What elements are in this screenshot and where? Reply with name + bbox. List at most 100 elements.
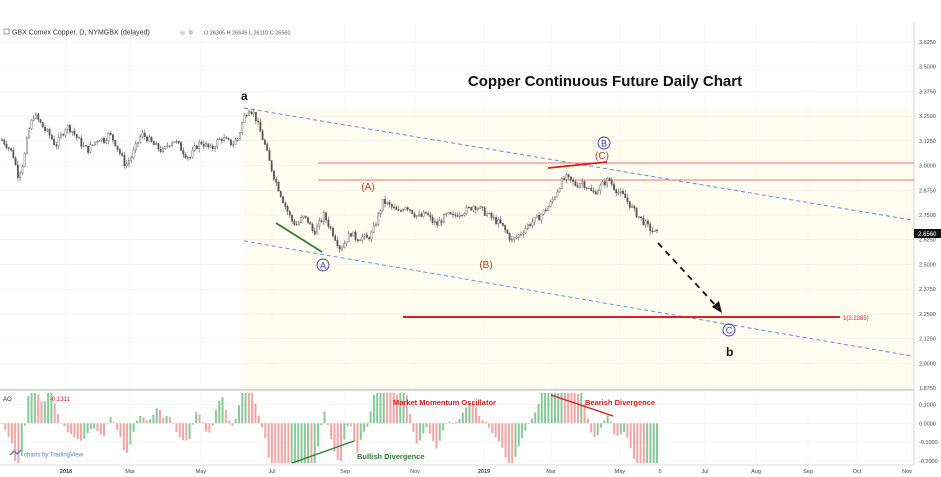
eye-icon[interactable]: ◎: [180, 31, 185, 37]
candle-body: [470, 207, 473, 211]
ao-bar: [254, 403, 257, 424]
candle-body: [456, 215, 459, 217]
ao-bar: [600, 423, 603, 428]
ao-bar: [20, 423, 23, 456]
candle-body: [87, 145, 90, 153]
candle-body: [567, 174, 570, 177]
projection-zone: [244, 108, 914, 390]
ao-bar: [300, 423, 303, 463]
wave-A-circle-label: A: [320, 261, 326, 271]
settings-icon[interactable]: ⚙: [188, 30, 193, 37]
ao-bar: [567, 393, 570, 424]
candle-body: [547, 206, 550, 211]
candle-body: [624, 193, 627, 199]
ao-bar: [488, 423, 491, 428]
ao-bar: [425, 423, 428, 428]
ao-bar: [241, 393, 244, 424]
time-tick-label: 2019: [478, 469, 490, 475]
ao-bar: [623, 423, 626, 433]
ao-bar: [458, 419, 461, 424]
bearish-divergence-label: Bearish Divergence: [585, 398, 655, 407]
ao-bar: [419, 423, 422, 441]
candle-body: [78, 137, 80, 139]
candle-body: [545, 209, 547, 211]
candle-body: [64, 129, 67, 136]
candle-body: [82, 145, 85, 147]
candle-body: [365, 234, 368, 238]
candle-body: [320, 220, 323, 222]
ao-bar: [649, 423, 652, 463]
ao-bar: [178, 423, 181, 438]
candle-body: [243, 115, 246, 123]
ao-bar: [405, 395, 408, 424]
symbol-icon[interactable]: [3, 28, 10, 35]
candle-body: [399, 210, 402, 212]
candle-body: [21, 166, 24, 174]
candle-body: [41, 122, 44, 128]
ao-bar: [412, 423, 415, 432]
ao-bar: [428, 423, 431, 434]
osc-tick-label: -0.2000: [919, 459, 938, 465]
ao-bar: [47, 393, 50, 424]
candle-body: [44, 126, 46, 131]
candle-body: [551, 198, 554, 202]
candle-body: [526, 224, 529, 229]
candle-body: [309, 222, 312, 225]
ao-bar: [435, 423, 438, 449]
candle-body: [352, 231, 355, 237]
symbol-title[interactable]: GBX Comex Copper, D, NYMGBX (delayed): [12, 30, 150, 37]
candle-body: [388, 202, 391, 205]
candle-body: [653, 229, 656, 232]
candle-body: [234, 139, 237, 145]
time-tick-label: Aug: [751, 469, 761, 475]
candle-body: [266, 144, 269, 151]
candle-body: [304, 215, 307, 218]
candle-body: [628, 201, 631, 208]
time-axis[interactable]: 2018 Mar May Jul Sep Nov 2019 Mar May 5 Jul Aug Sep O…: [60, 469, 912, 475]
ao-bar: [53, 403, 56, 424]
price-tick-label: 3.0000: [919, 164, 936, 170]
ao-bar: [547, 393, 550, 424]
candle-body: [3, 139, 6, 145]
candle-body: [440, 220, 443, 223]
candle-body: [248, 111, 250, 116]
candle-body: [579, 183, 581, 188]
candle-body: [171, 142, 173, 146]
price-tick-label: 2.8750: [919, 188, 936, 194]
price-axis[interactable]: 3.6250 3.5000 3.3750 3.2500 3.1250 3.0000 2.87…: [919, 40, 936, 392]
ao-bar: [83, 423, 86, 439]
candle-body: [300, 217, 303, 223]
ao-bar: [63, 423, 66, 427]
price-bearish-divergence-line: [547, 161, 608, 169]
ao-bar: [307, 423, 310, 463]
candle-body: [479, 206, 482, 209]
ao-bar: [609, 421, 612, 424]
candle-body: [277, 182, 280, 192]
osc-bearish-divergence-line: [550, 394, 614, 417]
candle-body: [647, 220, 649, 225]
candle-body: [252, 111, 255, 114]
candle-body: [298, 222, 300, 225]
candle-body: [100, 137, 103, 141]
candle-body: [642, 217, 645, 226]
candle-body: [105, 140, 108, 143]
candle-body: [236, 138, 239, 141]
tradingview-branding[interactable]: charts by TradingView: [24, 453, 84, 459]
candle-body: [284, 202, 287, 207]
candle-body: [540, 214, 543, 221]
oscillator-axis[interactable]: 0.1000 0.0000 -0.1000 -0.2000: [919, 402, 938, 465]
candle-body: [656, 229, 658, 231]
chart-title: Copper Continuous Future Daily Chart: [468, 73, 742, 90]
candle-body: [214, 146, 216, 150]
ao-bar: [521, 423, 524, 439]
candle-body: [524, 228, 527, 234]
ao-bar: [517, 423, 520, 447]
ao-bar: [507, 423, 510, 463]
ao-bar: [372, 395, 375, 424]
candle-body: [574, 181, 577, 186]
ao-bar: [359, 423, 362, 440]
ao-bar: [593, 423, 596, 438]
ao-bar: [10, 423, 13, 444]
candle-body: [173, 141, 176, 144]
